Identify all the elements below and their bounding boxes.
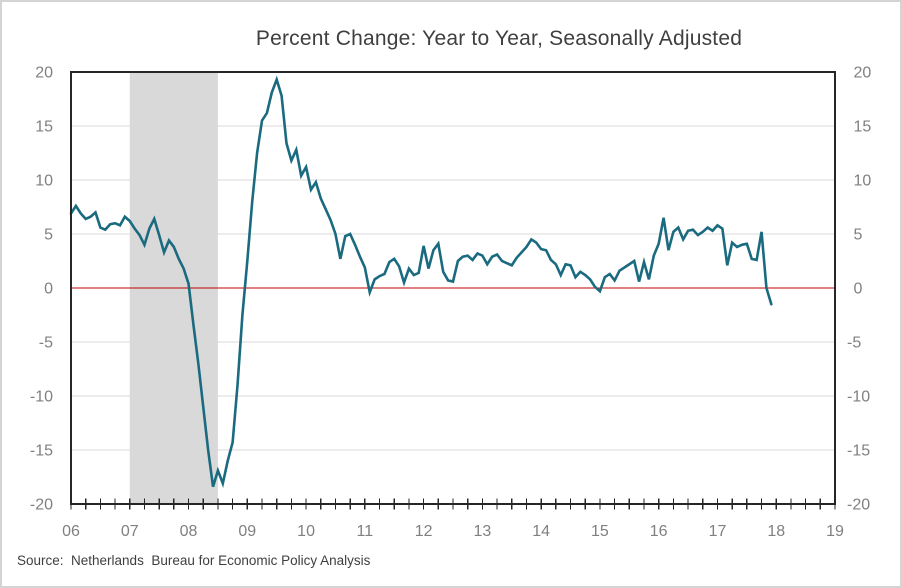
- x-axis-label: 12: [415, 523, 433, 540]
- y-axis-label-left: 10: [35, 173, 53, 190]
- y-axis-label-left: 15: [35, 119, 53, 136]
- y-axis-label-right: 10: [854, 173, 872, 190]
- y-axis-label-right: -10: [847, 389, 870, 406]
- y-axis-label-left: 0: [44, 281, 53, 298]
- x-axis-label: 14: [532, 523, 550, 540]
- y-axis-label-left: -10: [30, 389, 53, 406]
- x-axis-label: 13: [473, 523, 491, 540]
- data-line: [69, 75, 773, 489]
- y-axis-label-left: -15: [30, 443, 53, 460]
- x-axis-label: 10: [297, 523, 315, 540]
- y-axis-label-right: -5: [847, 335, 861, 352]
- x-axis-label: 16: [650, 523, 668, 540]
- y-axis-label-right: 20: [854, 65, 872, 82]
- y-axis-label-right: 15: [854, 119, 872, 136]
- chart-title: Percent Change: Year to Year, Seasonally…: [255, 27, 743, 50]
- y-axis-label-left: -20: [30, 497, 53, 514]
- x-axis-label: 08: [180, 523, 198, 540]
- y-axis-label-right: 0: [854, 281, 863, 298]
- x-axis-label: 09: [238, 523, 256, 540]
- y-axis-label-left: 5: [44, 227, 53, 244]
- y-axis-label-left: -5: [39, 335, 53, 352]
- y-axis-label-left: 20: [35, 65, 53, 82]
- y-axis-label-right: -20: [847, 497, 870, 514]
- x-axis-label: 18: [767, 523, 785, 540]
- x-axis-label: 15: [591, 523, 609, 540]
- x-axis-label: 06: [62, 523, 80, 540]
- y-axis-label-right: 5: [854, 227, 863, 244]
- y-axis-label-right: -15: [847, 443, 870, 460]
- x-axis-label: 17: [709, 523, 727, 540]
- source-note: Source: Netherlands Bureau for Economic …: [17, 553, 371, 568]
- x-axis-label: 11: [357, 523, 374, 540]
- x-axis-label: 19: [826, 523, 844, 540]
- x-axis-label: 07: [121, 523, 139, 540]
